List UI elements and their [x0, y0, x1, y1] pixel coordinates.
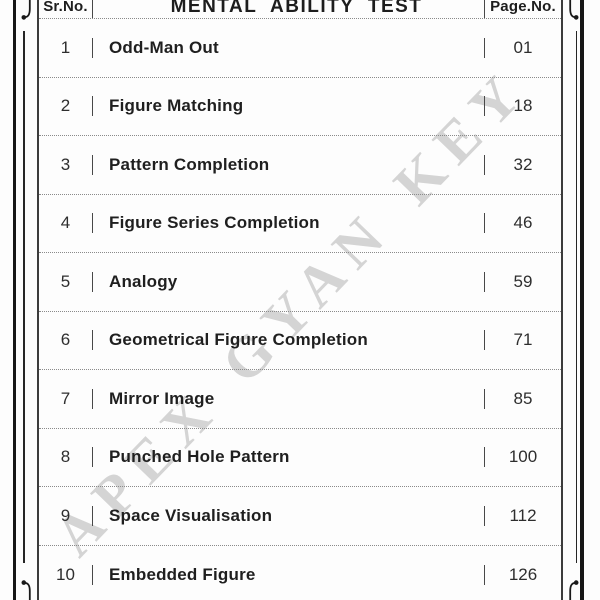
header-cell-page-no: Page.No. [485, 0, 561, 18]
row-sr-number: 10 [56, 564, 75, 584]
table-row: 9 Space Visualisation 112 [39, 487, 561, 546]
header-cell-section-title: MENTAL ABILITY TEST [93, 0, 485, 18]
row-page-number: 112 [509, 505, 537, 525]
row-sr-cell: 6 [39, 330, 93, 351]
row-title-cell: Space Visualisation [93, 505, 485, 526]
table-row: 2 Figure Matching 18 [39, 78, 561, 136]
contents-table: Sr.No. MENTAL ABILITY TEST Page.No. 1 Od… [37, 0, 563, 600]
chapter-title: Odd-Man Out [109, 37, 219, 57]
chapter-title: Embedded Figure [109, 564, 256, 584]
row-page-number: 18 [513, 96, 533, 116]
row-sr-cell: 9 [39, 505, 93, 526]
row-sr-number: 1 [60, 37, 71, 57]
chapter-title: Geometrical Figure Completion [109, 330, 368, 350]
row-sr-number: 7 [60, 388, 71, 408]
row-page-number: 46 [513, 213, 533, 233]
row-page-cell: 59 [485, 272, 561, 292]
table-row: 8 Punched Hole Pattern 100 [39, 429, 561, 487]
table-row: 5 Analogy 59 [39, 253, 561, 312]
chapter-title: Figure Series Completion [109, 213, 320, 233]
bottom-right-hook-icon [569, 582, 578, 600]
table-row: 6 Geometrical Figure Completion 71 [39, 312, 561, 370]
row-sr-number: 6 [60, 330, 71, 350]
row-page-cell: 01 [485, 38, 561, 58]
bottom-left-hook-dot-icon [21, 580, 27, 585]
left-outer-border-rule [12, 0, 16, 600]
left-inner-border-rule [23, 31, 25, 563]
top-left-hook-dot-icon [21, 15, 27, 20]
row-page-cell: 18 [485, 96, 561, 116]
row-page-cell: 126 [485, 565, 561, 585]
chapter-title: Punched Hole Pattern [109, 447, 290, 467]
table-row: 1 Odd-Man Out 01 [39, 19, 561, 78]
chapter-title: Analogy [109, 271, 178, 291]
row-title-cell: Figure Matching [93, 96, 485, 117]
bottom-left-hook-icon [22, 582, 31, 600]
row-title-cell: Odd-Man Out [93, 37, 485, 58]
row-sr-cell: 7 [39, 388, 93, 409]
sr-no-header-label: Sr.No. [43, 0, 88, 15]
row-page-number: 59 [513, 271, 533, 291]
right-outer-border-rule [580, 0, 584, 600]
row-sr-cell: 5 [39, 271, 93, 292]
contents-table-header-row: Sr.No. MENTAL ABILITY TEST Page.No. [39, 0, 561, 19]
table-row: 7 Mirror Image 85 [39, 370, 561, 429]
chapter-title: Figure Matching [109, 96, 244, 116]
row-sr-number: 4 [60, 213, 71, 233]
row-page-cell: 32 [485, 155, 561, 175]
row-page-cell: 46 [485, 213, 561, 233]
row-page-cell: 100 [485, 447, 561, 467]
page-no-header-label: Page.No. [490, 0, 556, 15]
bottom-right-hook-dot-icon [573, 580, 579, 585]
row-title-cell: Mirror Image [93, 388, 485, 409]
row-sr-cell: 8 [39, 447, 93, 468]
row-page-number: 71 [513, 330, 533, 350]
row-page-number: 100 [508, 447, 538, 467]
table-row: 3 Pattern Completion 32 [39, 136, 561, 195]
row-page-number: 32 [513, 154, 533, 174]
chapter-title: Space Visualisation [109, 505, 273, 525]
row-page-cell: 71 [485, 330, 561, 350]
top-right-hook-dot-icon [573, 15, 579, 20]
header-cell-sr-no: Sr.No. [39, 0, 93, 18]
chapter-title: Mirror Image [109, 388, 215, 408]
row-sr-cell: 4 [39, 213, 93, 234]
row-title-cell: Pattern Completion [93, 154, 485, 175]
row-sr-number: 8 [60, 447, 71, 467]
row-title-cell: Analogy [93, 271, 485, 292]
top-left-hook-icon [22, 0, 31, 18]
row-page-cell: 85 [485, 389, 561, 409]
row-sr-number: 2 [60, 96, 71, 116]
row-title-cell: Geometrical Figure Completion [93, 330, 485, 351]
row-title-cell: Punched Hole Pattern [93, 447, 485, 468]
table-row: 4 Figure Series Completion 46 [39, 195, 561, 253]
section-title-label: MENTAL ABILITY TEST [170, 0, 423, 17]
row-sr-cell: 1 [39, 37, 93, 58]
row-sr-number: 9 [60, 505, 71, 525]
row-title-cell: Embedded Figure [93, 564, 485, 585]
row-sr-number: 3 [60, 154, 71, 174]
row-page-number: 01 [513, 37, 533, 57]
row-sr-number: 5 [60, 271, 71, 291]
chapter-title: Pattern Completion [109, 154, 270, 174]
row-page-number: 85 [513, 388, 533, 408]
row-sr-cell: 3 [39, 154, 93, 175]
row-sr-cell: 10 [39, 564, 93, 585]
row-page-cell: 112 [485, 506, 561, 526]
table-row: 10 Embedded Figure 126 [39, 546, 561, 600]
right-inner-border-rule [575, 31, 578, 563]
row-page-number: 126 [508, 564, 538, 584]
top-right-hook-icon [569, 0, 578, 18]
row-sr-cell: 2 [39, 96, 93, 117]
row-title-cell: Figure Series Completion [93, 213, 485, 234]
